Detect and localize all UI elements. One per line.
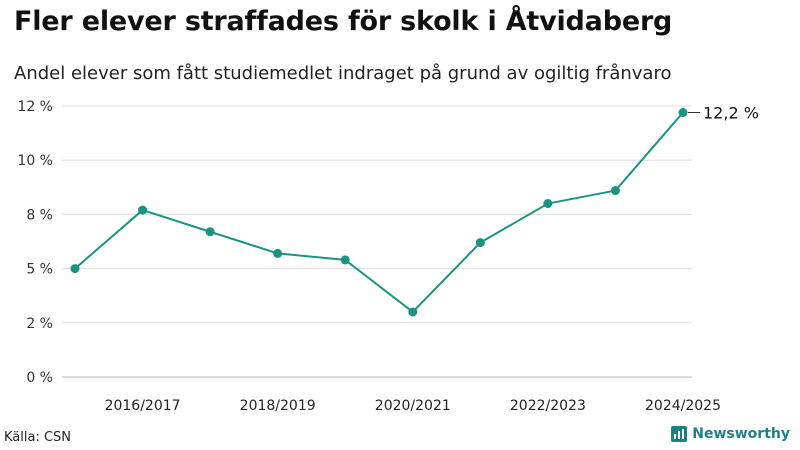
data-point xyxy=(70,264,80,274)
data-point xyxy=(543,199,553,209)
y-tick-label: 5 % xyxy=(26,262,53,278)
annotation: 12,2 % xyxy=(688,104,759,123)
chart-subtitle: Andel elever som fått studiemedlet indra… xyxy=(14,63,672,84)
x-tick-label: 2020/2021 xyxy=(375,398,451,414)
y-tick-label: 12 % xyxy=(17,99,53,115)
x-tick-label: 2016/2017 xyxy=(105,398,181,414)
data-point xyxy=(408,307,418,317)
x-tick-label: 2024/2025 xyxy=(645,398,721,414)
y-tick-label: 8 % xyxy=(26,207,53,223)
y-tick-label: 0 % xyxy=(26,370,53,386)
y-axis-ticks: 0 % 2 % 5 % 8 % 10 % 12 % xyxy=(17,99,53,386)
x-tick-label: 2022/2023 xyxy=(510,398,586,414)
annotation-label: 12,2 % xyxy=(703,104,759,123)
newsworthy-logo-icon xyxy=(671,426,688,442)
source-note: Källa: CSN xyxy=(4,430,72,445)
brand-logo: Newsworthy xyxy=(671,426,790,442)
data-series xyxy=(70,108,688,317)
data-point xyxy=(273,248,283,258)
data-point xyxy=(205,227,215,237)
x-axis-ticks: 2016/2017 2018/2019 2020/2021 2022/2023 2024… xyxy=(105,398,721,414)
data-point xyxy=(610,186,620,196)
series-line xyxy=(74,111,684,313)
data-point xyxy=(475,238,485,248)
y-tick-label: 2 % xyxy=(26,316,53,332)
brand-name: Newsworthy xyxy=(692,426,790,442)
gridlines xyxy=(62,105,692,378)
data-point xyxy=(138,205,148,215)
x-tick-label: 2018/2019 xyxy=(240,398,316,414)
chart-title: Fler elever straffades för skolk i Åtvid… xyxy=(14,6,673,37)
data-point xyxy=(340,255,350,265)
y-tick-label: 10 % xyxy=(17,153,53,169)
data-point xyxy=(678,108,688,118)
